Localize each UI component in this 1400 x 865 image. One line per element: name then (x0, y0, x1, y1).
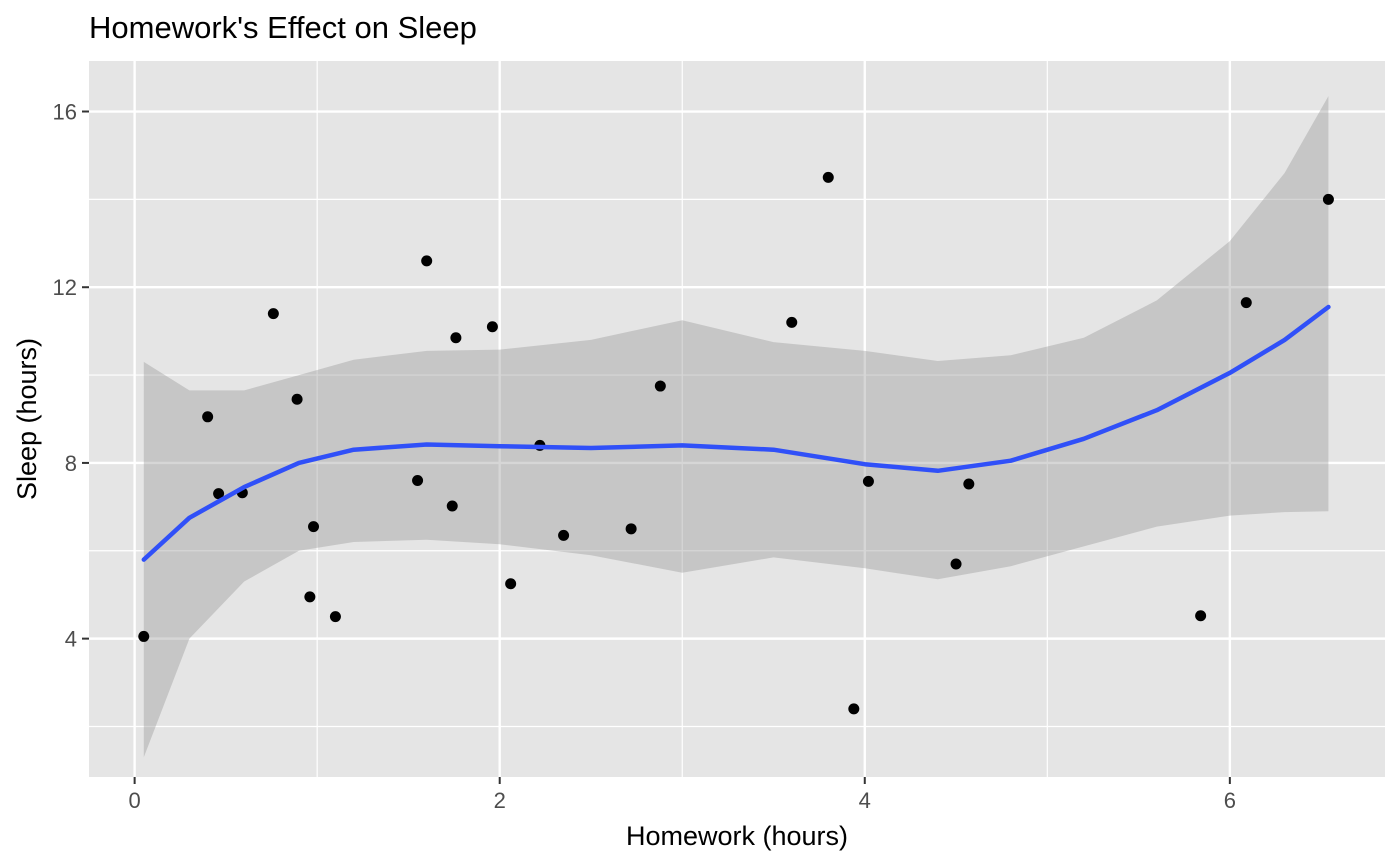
x-tick-label: 4 (859, 788, 871, 813)
data-point (1322, 193, 1334, 205)
x-tick-label: 6 (1224, 788, 1236, 813)
y-axis: 4 8 12 16 (53, 100, 89, 652)
smooth-line-layer (141, 304, 1331, 562)
plot-panel (89, 61, 1385, 777)
data-point (308, 521, 320, 533)
data-point (291, 393, 303, 405)
data-point (625, 523, 637, 535)
data-point (202, 411, 214, 423)
x-tick-label: 2 (494, 788, 506, 813)
minor-gridlines (89, 61, 1385, 777)
y-tick-label: 4 (65, 627, 77, 652)
data-point (862, 475, 874, 487)
data-point (304, 591, 316, 603)
data-point (963, 478, 975, 490)
data-point (654, 380, 666, 392)
x-axis: 0 2 4 6 (129, 777, 1236, 813)
data-point (446, 500, 458, 512)
y-tick-label: 12 (53, 275, 77, 300)
chart-title: Homework's Effect on Sleep (89, 10, 477, 45)
data-point (822, 171, 834, 183)
data-point (505, 578, 517, 590)
data-point (950, 558, 962, 570)
data-point (138, 630, 150, 642)
data-point (1195, 610, 1207, 622)
smooth-line (141, 304, 1331, 562)
data-points (138, 171, 1334, 715)
data-point (486, 321, 498, 333)
confidence-band-layer (143, 96, 1329, 758)
data-point (412, 474, 424, 486)
x-axis-label: Homework (hours) (626, 821, 848, 851)
data-point (786, 316, 798, 328)
y-tick-label: 8 (65, 451, 77, 476)
data-point (213, 488, 225, 500)
data-point (450, 332, 462, 344)
data-point (329, 611, 341, 623)
data-point (267, 308, 279, 320)
y-tick-label: 16 (53, 100, 77, 125)
x-tick-label: 0 (129, 788, 141, 813)
confidence-band (143, 96, 1329, 758)
data-point (421, 255, 433, 267)
y-axis-label: Sleep (hours) (12, 338, 42, 500)
data-point (848, 703, 860, 715)
data-point (558, 529, 570, 541)
data-point (1240, 297, 1252, 309)
